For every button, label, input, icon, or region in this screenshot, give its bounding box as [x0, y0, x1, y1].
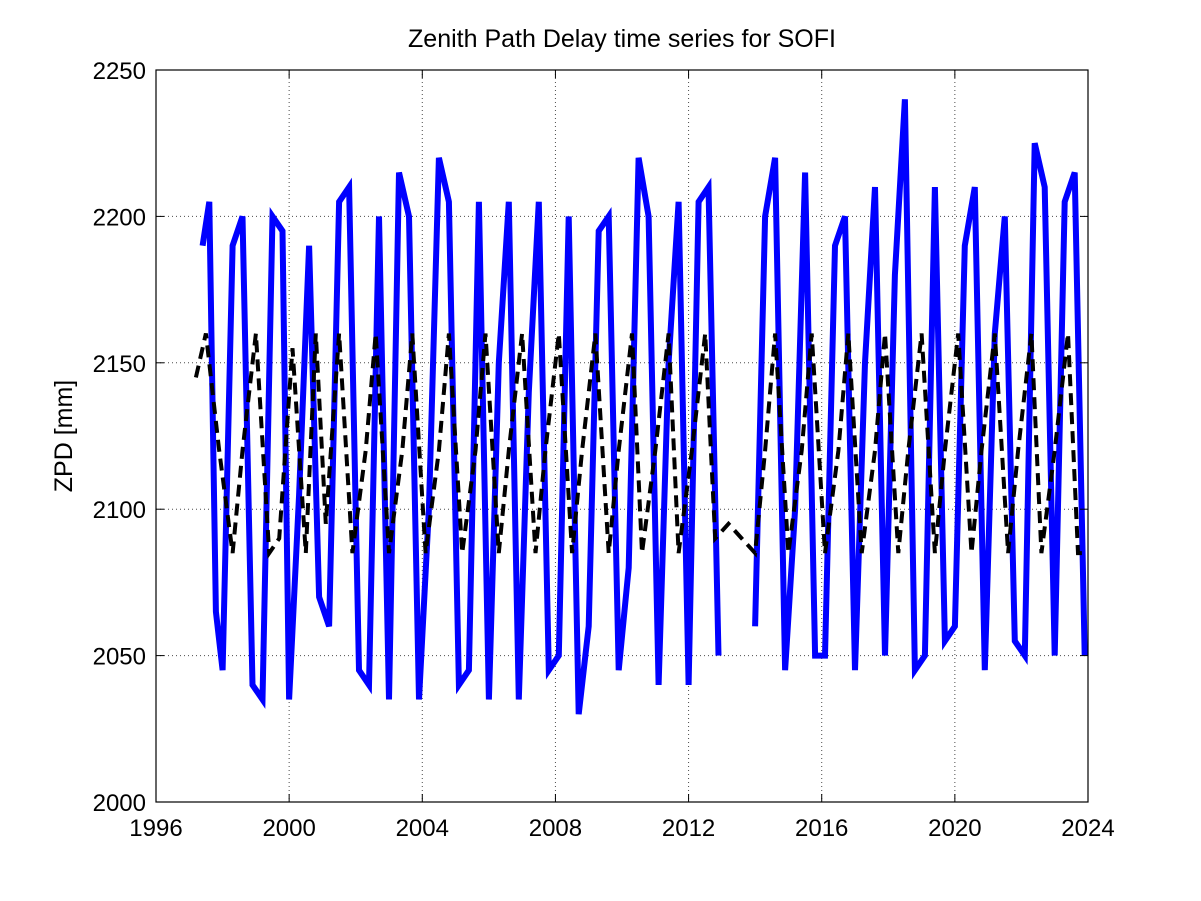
observed-series-line-segment-2	[752, 99, 1088, 680]
y-tick-label: 2250	[93, 58, 146, 85]
y-tick-label: 2000	[93, 790, 146, 817]
y-tick-label: 2100	[93, 497, 146, 524]
plot-area	[193, 99, 1088, 715]
x-tick-label: 2024	[1061, 815, 1114, 842]
x-tick-label: 2004	[396, 815, 449, 842]
x-tick-label: 2000	[262, 815, 315, 842]
chart-title: Zenith Path Delay time series for SOFI	[408, 25, 836, 53]
x-tick-label: 1996	[129, 815, 182, 842]
y-axis-ticks: 2000 2050 2100 2150 2200 2250	[93, 58, 1088, 817]
y-tick-label: 2200	[93, 204, 146, 231]
axes-box	[155, 69, 1089, 803]
y-axis-label: ZPD [mm]	[50, 380, 78, 493]
x-tick-label: 2012	[662, 815, 715, 842]
series-layer	[193, 99, 1088, 715]
y-tick-label: 2150	[93, 351, 146, 378]
x-tick-label: 2020	[928, 815, 981, 842]
x-tick-label: 2016	[795, 815, 848, 842]
y-tick-label: 2050	[93, 644, 146, 671]
x-tick-label: 2008	[529, 815, 582, 842]
model-series-line	[193, 333, 1088, 560]
x-axis-ticks: 1996 2000 2004 2008 2012 2016 2020 2024	[129, 70, 1115, 842]
